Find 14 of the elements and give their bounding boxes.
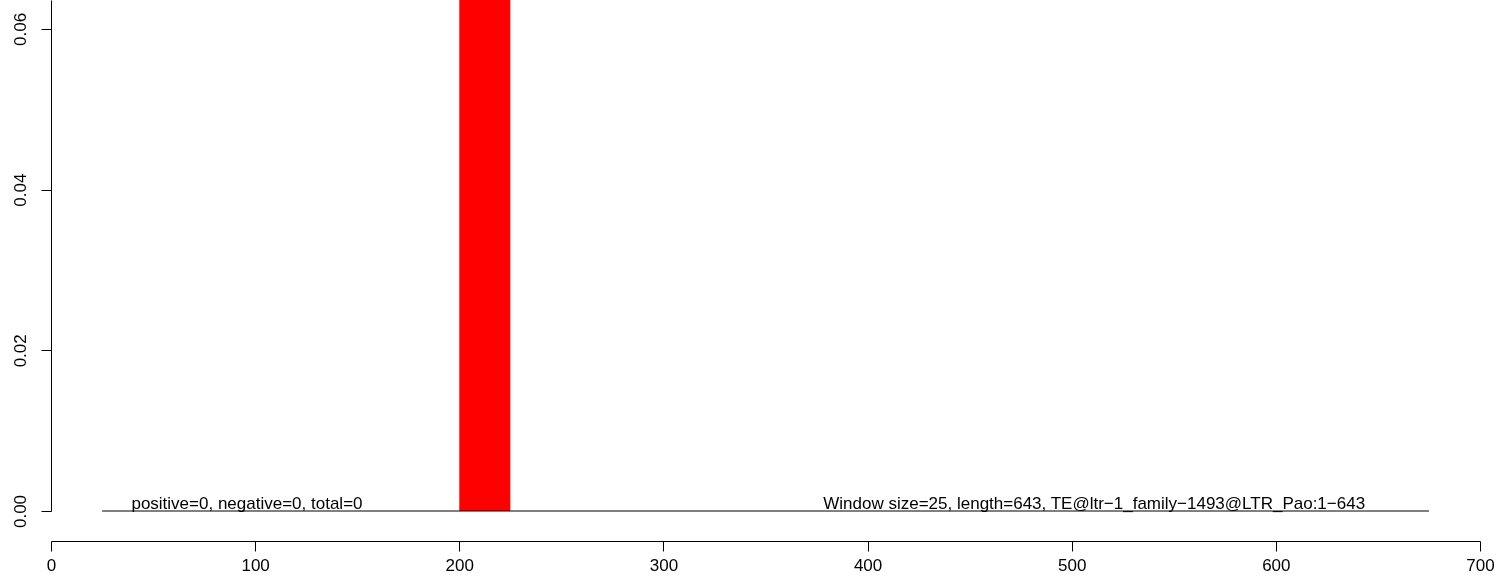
annotation: positive=0, negative=0, total=0 [131,494,363,513]
x-tick-label: 0 [46,555,57,575]
y-tick-label: 0.06 [10,12,30,46]
x-tick-label: 300 [649,555,679,575]
x-tick-label: 500 [1058,555,1087,575]
annotation: Window size=25, length=643, TE@ltr−1_family−1493@LTR_Pao:1−643 [823,494,1366,513]
x-tick-label: 600 [1262,555,1291,575]
y-tick-label: 0.04 [10,173,30,207]
x-tick-label: 700 [1466,555,1495,575]
x-tick-label: 400 [853,555,883,575]
x-tick-label: 100 [241,555,270,575]
y-tick-label: 0.02 [10,334,30,368]
y-tick-label: 0.00 [10,494,30,529]
x-tick-label: 200 [445,555,474,575]
